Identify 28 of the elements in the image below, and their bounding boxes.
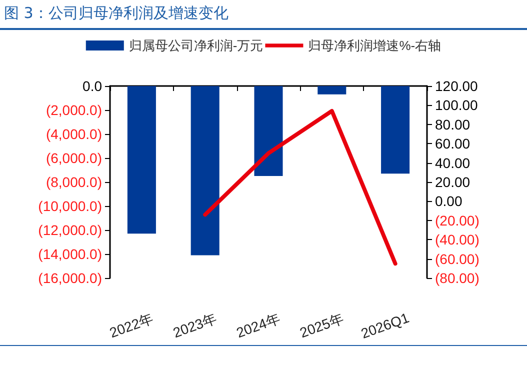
legend-label: 归母净利润增速%-右轴 — [308, 38, 442, 53]
y-tick-label: (14,000.0) — [38, 246, 102, 262]
x-tick-label: 2022年 — [107, 310, 156, 341]
y-tick-label: 0.0 — [82, 78, 102, 94]
x-tick-label: 2023年 — [170, 310, 219, 341]
y2-tick-label: 60.00 — [435, 136, 470, 152]
y2-tick-label: 120.00 — [435, 78, 478, 94]
y-tick-label: (2,000.0) — [46, 102, 102, 118]
y-tick-label: (8,000.0) — [46, 174, 102, 190]
y-tick-label: (6,000.0) — [46, 150, 102, 166]
y-tick-label: (10,000.0) — [38, 198, 102, 214]
y-tick-label: (12,000.0) — [38, 222, 102, 238]
y2-tick-label: 0.00 — [435, 193, 462, 210]
y2-tick-label: 100.00 — [435, 97, 478, 114]
y-tick-label: (16,000.0) — [38, 270, 102, 286]
chart-title: 图 3：公司归母净利润及增速变化 — [4, 4, 228, 23]
y2-tick-label: (20.00) — [435, 212, 480, 228]
y-tick-label: (4,000.0) — [46, 126, 102, 142]
y2-tick-label: 80.00 — [435, 116, 470, 132]
x-tick-label: 2025年 — [298, 310, 346, 341]
y2-tick-label: (80.00) — [435, 270, 480, 286]
x-tick-label: 2024年 — [234, 310, 282, 341]
y2-tick-label: 40.00 — [435, 154, 470, 171]
y2-tick-label: (60.00) — [435, 250, 480, 267]
line-series — [203, 108, 398, 266]
legend-label: 归属母公司净利润-万元 — [128, 38, 264, 53]
y2-tick-label: (40.00) — [435, 232, 480, 248]
y2-tick-label: 20.00 — [435, 174, 470, 190]
